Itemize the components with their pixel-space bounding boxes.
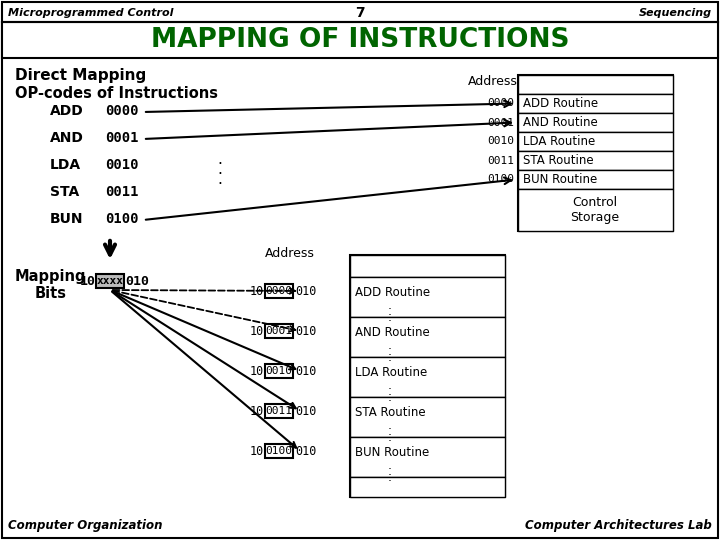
Text: .: .	[388, 379, 392, 392]
Text: 010: 010	[125, 275, 149, 288]
Bar	[350, 277, 505, 317]
Text: 010: 010	[295, 405, 316, 418]
Text: 10: 10	[250, 285, 264, 298]
Text: .: .	[388, 431, 392, 444]
Text: .: .	[388, 311, 392, 324]
Bar	[265, 284, 293, 298]
Text: .: .	[217, 172, 222, 187]
Bar	[350, 317, 505, 357]
Text: AND Routine: AND Routine	[355, 326, 430, 339]
Text: .: .	[388, 351, 392, 364]
Text: Mapping
Bits: Mapping Bits	[15, 269, 86, 301]
Text: .: .	[388, 425, 392, 438]
Text: 0011: 0011	[105, 185, 138, 199]
Text: 7: 7	[355, 6, 365, 20]
Text: 0010: 0010	[105, 158, 138, 172]
Text: 10: 10	[250, 405, 264, 418]
Text: ADD: ADD	[50, 104, 84, 118]
Text: Address: Address	[468, 75, 518, 88]
Text: .: .	[388, 459, 392, 472]
Text: AND: AND	[50, 131, 84, 145]
Bar	[518, 189, 673, 231]
Text: 10: 10	[250, 365, 264, 378]
Text: .: .	[388, 345, 392, 358]
Text: 0011: 0011	[266, 406, 292, 416]
Bar	[518, 170, 673, 189]
Bar	[350, 477, 505, 497]
Text: Control
Storage: Control Storage	[570, 196, 620, 224]
Bar	[518, 75, 673, 94]
Bar	[265, 364, 293, 378]
Text: Computer Architectures Lab: Computer Architectures Lab	[526, 519, 712, 532]
Text: BUN Routine: BUN Routine	[355, 446, 429, 459]
Bar	[518, 113, 673, 132]
Text: .: .	[388, 419, 392, 432]
Text: LDA Routine: LDA Routine	[523, 135, 595, 148]
Text: Sequencing: Sequencing	[639, 8, 712, 18]
Text: .: .	[388, 385, 392, 398]
Text: 010: 010	[295, 325, 316, 338]
Text: AND Routine: AND Routine	[523, 116, 598, 129]
Text: STA Routine: STA Routine	[355, 406, 426, 419]
Text: 0100: 0100	[105, 212, 138, 226]
Bar	[350, 357, 505, 397]
Text: 010: 010	[295, 445, 316, 458]
Text: OP-codes of Instructions: OP-codes of Instructions	[15, 86, 218, 101]
Text: STA: STA	[50, 185, 79, 199]
Text: 0001: 0001	[487, 118, 514, 127]
Text: 10: 10	[250, 325, 264, 338]
Bar	[2, 22, 718, 58]
Text: 0011: 0011	[487, 156, 514, 165]
Text: xxxx: xxxx	[96, 276, 124, 286]
Text: 0000: 0000	[105, 104, 138, 118]
Bar	[265, 444, 293, 458]
Text: 0010: 0010	[266, 366, 292, 376]
Text: ADD Routine: ADD Routine	[523, 97, 598, 110]
Text: 0000: 0000	[266, 286, 292, 296]
Text: .: .	[217, 162, 222, 177]
Text: Computer Organization: Computer Organization	[8, 519, 163, 532]
Text: .: .	[388, 305, 392, 318]
Bar	[350, 255, 505, 277]
Text: Address: Address	[265, 247, 315, 260]
Text: 10: 10	[250, 445, 264, 458]
Text: 010: 010	[295, 285, 316, 298]
Bar	[518, 132, 673, 151]
Text: 0010: 0010	[487, 137, 514, 146]
Text: LDA: LDA	[50, 158, 81, 172]
Text: 0001: 0001	[266, 326, 292, 336]
Bar	[350, 255, 505, 497]
Text: 0001: 0001	[105, 131, 138, 145]
Text: .: .	[388, 339, 392, 352]
Bar	[350, 397, 505, 437]
Text: .: .	[217, 152, 222, 167]
Bar	[350, 437, 505, 477]
Text: Direct Mapping: Direct Mapping	[15, 68, 146, 83]
Text: 0100: 0100	[487, 174, 514, 185]
Text: MAPPING OF INSTRUCTIONS: MAPPING OF INSTRUCTIONS	[150, 27, 570, 53]
Text: BUN: BUN	[50, 212, 84, 226]
Bar	[265, 324, 293, 338]
Bar	[96, 274, 124, 288]
Text: ADD Routine: ADD Routine	[355, 286, 430, 299]
Text: LDA Routine: LDA Routine	[355, 366, 427, 379]
Text: 10: 10	[80, 275, 96, 288]
Text: Microprogrammed Control: Microprogrammed Control	[8, 8, 174, 18]
Text: BUN Routine: BUN Routine	[523, 173, 598, 186]
Text: .: .	[388, 465, 392, 478]
Text: .: .	[388, 299, 392, 312]
Text: 0100: 0100	[266, 446, 292, 456]
Bar	[518, 151, 673, 170]
Text: STA Routine: STA Routine	[523, 154, 593, 167]
Text: 010: 010	[295, 365, 316, 378]
Text: 0000: 0000	[487, 98, 514, 109]
Bar	[518, 75, 673, 231]
Bar	[265, 404, 293, 418]
Text: .: .	[388, 391, 392, 404]
Text: .: .	[388, 471, 392, 484]
Bar	[518, 94, 673, 113]
